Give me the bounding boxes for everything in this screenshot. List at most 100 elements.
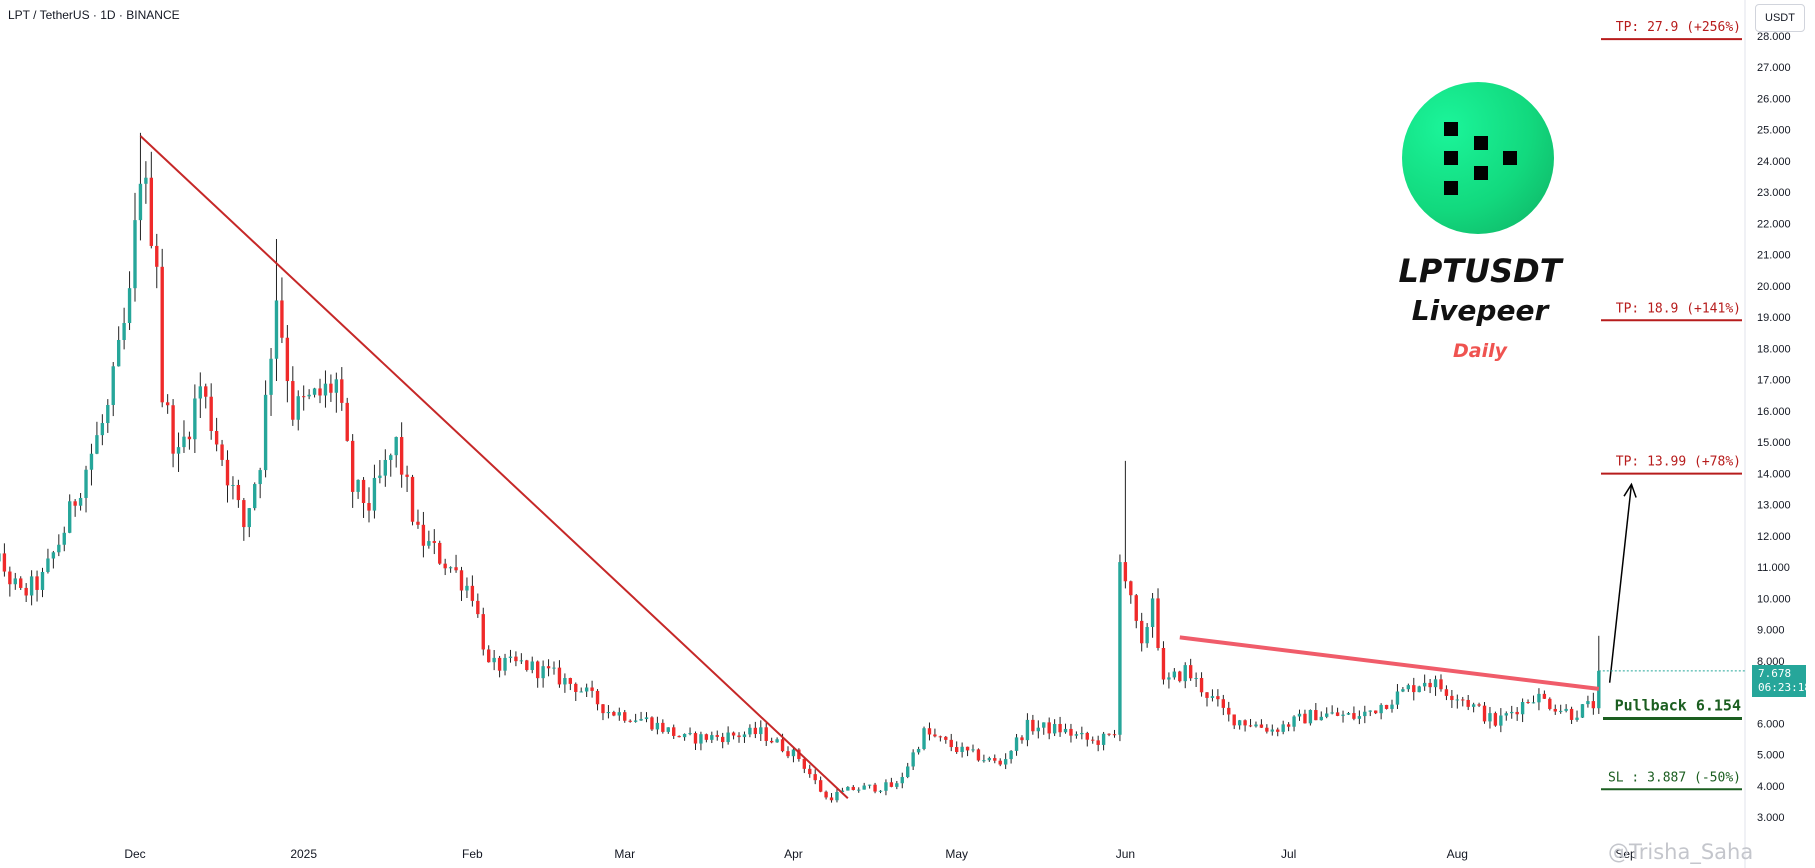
- candle-body: [693, 733, 698, 744]
- candle-body: [1140, 620, 1144, 644]
- candle-body: [1286, 724, 1291, 727]
- candle-body: [1319, 716, 1323, 721]
- candle-body: [356, 479, 360, 492]
- candle-body: [721, 736, 725, 743]
- candle-body: [302, 396, 306, 398]
- candle-body: [225, 459, 230, 486]
- symbol-title[interactable]: LPT / TetherUS · 1D · BINANCE: [8, 8, 180, 22]
- ticker-heading: LPTUSDT: [1398, 252, 1562, 290]
- candle-body: [372, 477, 377, 511]
- candle-body: [1227, 707, 1231, 715]
- candle-body: [1575, 717, 1579, 720]
- y-tick-label: 4.000: [1757, 781, 1785, 793]
- candle-body: [546, 666, 551, 669]
- candle-body: [1080, 732, 1084, 735]
- y-tick-label: 28.000: [1757, 31, 1791, 43]
- candle-body: [1314, 710, 1318, 721]
- candle-body: [824, 791, 828, 798]
- candle-body: [263, 394, 268, 471]
- author-watermark: @Trisha_Saha: [1608, 840, 1754, 864]
- candle-body: [1591, 701, 1596, 709]
- x-tick-label: 2025: [290, 847, 317, 861]
- candle-body: [1461, 699, 1465, 701]
- y-tick-label: 9.000: [1757, 625, 1785, 637]
- candle-body: [802, 758, 807, 769]
- currency-button[interactable]: USDT: [1755, 4, 1805, 32]
- candle-body: [116, 339, 121, 367]
- candle-body: [715, 735, 719, 737]
- candle-body: [1085, 732, 1089, 740]
- candle-body: [813, 774, 817, 781]
- candle-body: [1134, 595, 1138, 621]
- candle-body: [1216, 696, 1220, 700]
- candle-body: [236, 485, 241, 501]
- candle-body: [1047, 722, 1051, 734]
- candle-body: [791, 749, 796, 757]
- candle-body: [1118, 562, 1122, 735]
- logo-square: [1444, 181, 1458, 195]
- candle-body: [1569, 708, 1574, 720]
- candle-body: [1091, 739, 1095, 741]
- y-tick-label: 10.000: [1757, 593, 1791, 605]
- candle-body: [492, 657, 496, 663]
- candle-body: [1477, 704, 1481, 706]
- candle-body: [383, 459, 388, 476]
- candle-body: [710, 735, 714, 740]
- candle-body: [62, 532, 66, 545]
- candle-body: [1248, 725, 1253, 727]
- candle-body: [584, 687, 589, 692]
- candle-body: [1412, 685, 1416, 693]
- candle-body: [1221, 699, 1226, 708]
- y-tick-label: 12.000: [1757, 531, 1791, 543]
- candle-body: [1466, 699, 1470, 707]
- candle-body: [1042, 722, 1046, 728]
- candle-body: [535, 661, 540, 679]
- candle-body: [1417, 686, 1421, 693]
- candle-body: [329, 383, 333, 393]
- x-tick-label: Dec: [124, 847, 145, 861]
- candle-body: [242, 500, 246, 528]
- candle-body: [742, 734, 747, 738]
- candle-body: [476, 600, 480, 615]
- candle-body: [775, 739, 779, 743]
- level-label: TP: 27.9 (+256%): [1616, 20, 1741, 35]
- level-label: TP: 18.9 (+141%): [1616, 301, 1741, 316]
- candle-body: [851, 786, 855, 790]
- candle-body: [677, 735, 681, 738]
- candle-body: [579, 691, 583, 693]
- candle-body: [759, 727, 763, 735]
- candle-body: [1559, 710, 1563, 712]
- candle-body: [530, 661, 534, 671]
- candle-body: [1101, 733, 1106, 745]
- candle-body: [829, 797, 834, 801]
- candle-body: [1172, 671, 1177, 678]
- candle-body: [84, 469, 88, 498]
- candle-body: [617, 712, 621, 716]
- candle-body: [204, 386, 208, 397]
- candle-body: [1542, 693, 1547, 699]
- candle-body: [808, 768, 812, 775]
- candle-body: [508, 656, 513, 658]
- candle-body: [8, 571, 12, 585]
- x-tick-label: May: [945, 847, 968, 861]
- logo-square: [1503, 151, 1517, 165]
- candle-body: [519, 660, 524, 662]
- candle-body: [285, 337, 290, 382]
- candle-body: [133, 220, 137, 289]
- candle-body: [873, 784, 877, 792]
- candle-body: [1450, 695, 1454, 701]
- candle-body: [187, 436, 192, 440]
- candle-body: [122, 323, 126, 340]
- candle-body: [1178, 671, 1182, 682]
- candle-body: [459, 570, 464, 591]
- candle-body: [432, 541, 436, 543]
- candle-body: [1036, 727, 1040, 732]
- candle-body: [1580, 704, 1585, 718]
- candle-body: [1123, 562, 1128, 582]
- candle-body: [568, 678, 573, 684]
- candle-body: [361, 479, 366, 504]
- y-tick-label: 3.000: [1757, 812, 1785, 824]
- candle-body: [1564, 708, 1568, 711]
- candle-body: [1161, 647, 1166, 680]
